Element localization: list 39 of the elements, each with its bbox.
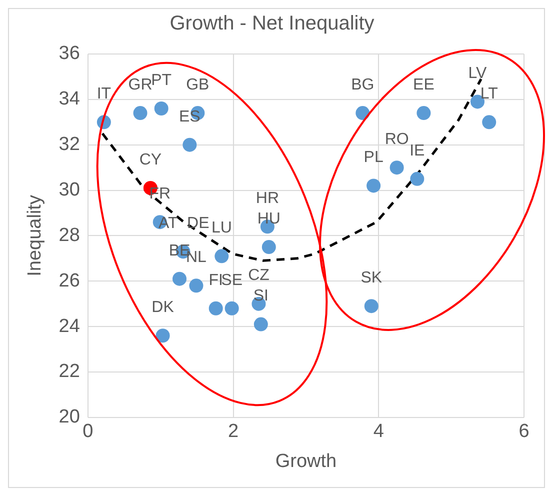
- y-tick-label: 30: [58, 180, 80, 201]
- data-label: RO: [384, 130, 409, 148]
- data-label: EE: [413, 76, 434, 94]
- chart-title: Growth - Net Inequality: [170, 12, 374, 35]
- data-label: PL: [364, 149, 384, 166]
- x-tick-label: 2: [228, 421, 239, 442]
- data-label: DK: [152, 299, 174, 316]
- data-label: FI: [208, 272, 223, 289]
- y-tick-label: 32: [58, 134, 80, 156]
- data-label: CY: [139, 151, 162, 168]
- data-label: HU: [257, 210, 280, 228]
- data-label: LT: [480, 86, 498, 103]
- y-tick-label: 22: [58, 361, 80, 382]
- data-label: GR: [128, 76, 152, 94]
- data-label: LU: [211, 220, 232, 237]
- data-label: IT: [96, 86, 112, 103]
- data-label: BG: [351, 76, 374, 94]
- data-label: ES: [179, 108, 200, 126]
- x-tick-label: 6: [518, 421, 530, 442]
- data-label: SE: [221, 272, 243, 289]
- y-tick-label: 34: [58, 88, 80, 110]
- x-tick-label: 4: [373, 421, 384, 442]
- data-label: CZ: [248, 267, 270, 284]
- data-label: HR: [256, 190, 279, 208]
- y-tick-label: 24: [58, 316, 80, 337]
- data-label: PT: [151, 72, 172, 89]
- x-axis-title: Growth: [275, 450, 337, 472]
- y-tick-label: 20: [58, 406, 80, 428]
- y-tick-label: 26: [58, 270, 80, 292]
- x-tick-label: 0: [82, 421, 94, 442]
- data-label: DE: [187, 215, 210, 232]
- y-tick-label: 36: [58, 43, 80, 64]
- data-label: SK: [360, 270, 382, 287]
- data-label: IE: [410, 142, 425, 160]
- data-label: FR: [149, 185, 171, 202]
- y-axis-title: Inequality: [24, 194, 46, 276]
- data-label: LV: [468, 65, 487, 82]
- y-tick-label: 28: [58, 224, 80, 246]
- data-label: GB: [186, 76, 210, 94]
